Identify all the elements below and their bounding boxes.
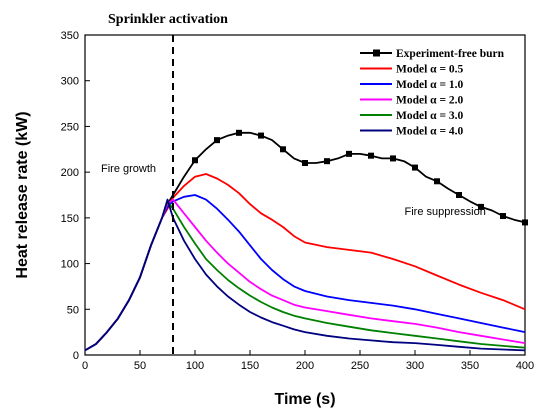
x-tick-label: 350	[461, 360, 479, 372]
y-tick-label: 350	[61, 30, 79, 42]
series-marker	[368, 152, 374, 159]
series-marker	[346, 150, 352, 157]
legend-label: Model α = 2.0	[396, 95, 464, 107]
x-tick-label: 50	[134, 360, 146, 372]
series-line-5	[84, 198, 526, 352]
series-marker	[522, 219, 528, 226]
x-tick-label: 300	[406, 360, 424, 372]
y-tick-label: 50	[67, 304, 79, 316]
fire-growth-label: Fire growth	[101, 163, 156, 175]
y-tick-label: 300	[61, 76, 79, 88]
y-tick-label: 100	[61, 259, 79, 271]
series-marker	[236, 129, 242, 136]
series-marker	[302, 160, 308, 166]
y-axis-ticks: 0 50 100 150 200 250 300 350	[61, 30, 90, 362]
series-marker	[192, 157, 198, 164]
series-marker	[214, 137, 220, 144]
series-marker	[258, 132, 264, 139]
legend-label: Model α = 0.5	[396, 64, 464, 76]
series-marker	[478, 203, 484, 210]
legend: Experiment-free burn Model α = 0.5 Model α…	[360, 48, 505, 138]
fire-suppression-label: Fire suppression	[405, 206, 486, 218]
y-tick-label: 250	[61, 121, 79, 133]
x-tick-label: 100	[186, 360, 204, 372]
x-tick-label: 200	[296, 360, 314, 372]
series-marker	[324, 158, 330, 165]
x-axis-ticks: 0 50 100 150 200 250 300 350 400	[82, 350, 534, 372]
x-tick-label: 250	[351, 360, 369, 372]
series-line-1	[84, 173, 526, 352]
series-marker	[434, 178, 440, 185]
series-marker	[280, 146, 286, 153]
x-tick-label: 150	[241, 360, 259, 372]
series-marker	[500, 213, 506, 220]
series-marker	[456, 192, 462, 198]
x-axis-title: Time (s)	[274, 391, 335, 408]
y-axis-title: Heat release rate (kW)	[14, 111, 31, 278]
y-tick-label: 150	[61, 213, 79, 225]
series-lines	[84, 129, 528, 352]
series-marker	[390, 155, 396, 162]
y-tick-label: 200	[61, 167, 79, 179]
series-line-3	[84, 198, 526, 352]
series-line-4	[84, 200, 526, 352]
legend-label: Experiment-free burn	[396, 48, 505, 60]
x-tick-label: 0	[82, 360, 88, 372]
y-tick-label: 0	[73, 350, 79, 362]
legend-label: Model α = 3.0	[396, 110, 464, 122]
sprinkler-activation-label: Sprinkler activation	[108, 12, 228, 27]
series-marker	[412, 164, 418, 171]
legend-label: Model α = 4.0	[396, 126, 464, 138]
legend-marker	[373, 49, 380, 57]
series-line-2	[84, 194, 526, 352]
x-tick-label: 400	[516, 360, 534, 372]
legend-label: Model α = 1.0	[396, 79, 464, 91]
